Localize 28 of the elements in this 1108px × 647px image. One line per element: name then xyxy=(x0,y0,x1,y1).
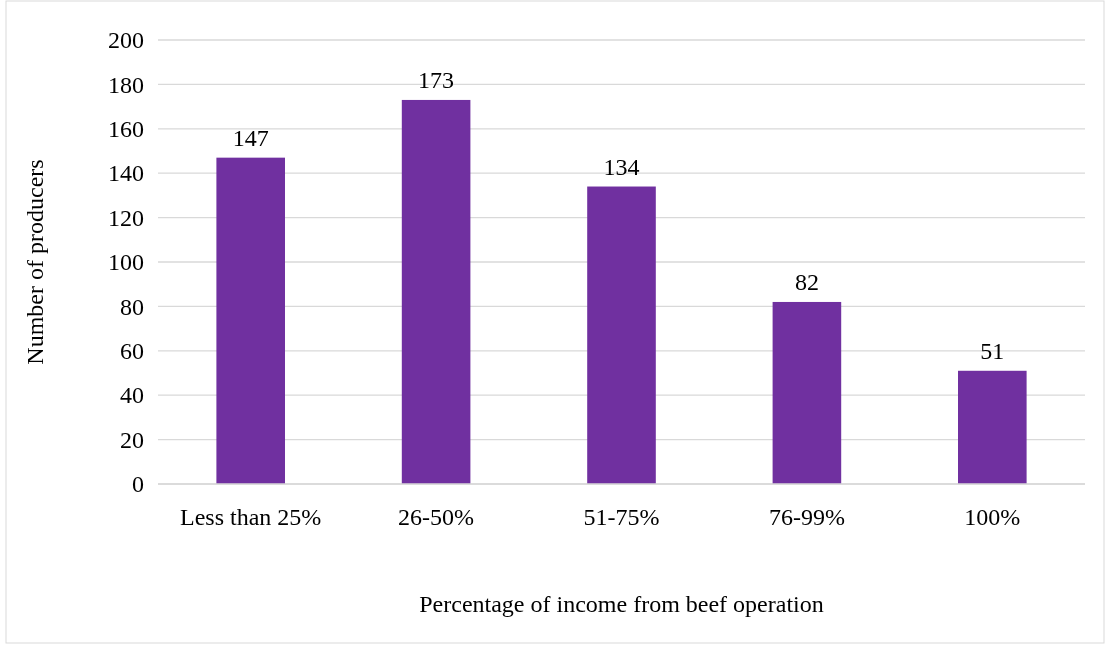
y-tick-label: 0 xyxy=(132,471,144,498)
y-tick-label: 160 xyxy=(108,115,144,142)
bar xyxy=(401,99,471,484)
bar xyxy=(772,301,842,484)
bar xyxy=(587,186,656,484)
y-tick-label: 140 xyxy=(108,160,144,187)
x-axis-title: Percentage of income from beef operation xyxy=(419,591,824,617)
x-tick-label: 76-99% xyxy=(768,504,845,530)
x-tick-label: Less than 25% xyxy=(180,504,322,530)
x-tick-label: 26-50% xyxy=(398,504,475,530)
y-tick-label: 40 xyxy=(120,382,144,409)
y-tick-label: 20 xyxy=(120,426,144,453)
data-label: 51 xyxy=(980,337,1005,364)
data-label: 82 xyxy=(794,268,819,295)
y-axis-title: Number of producers xyxy=(22,159,48,365)
y-tick-label: 200 xyxy=(108,27,144,54)
data-label: 173 xyxy=(418,66,455,93)
y-tick-label: 180 xyxy=(108,71,144,98)
y-tick-label: 80 xyxy=(120,293,144,320)
y-tick-label: 60 xyxy=(120,337,144,364)
x-tick-label: 51-75% xyxy=(583,504,660,530)
bar xyxy=(216,157,285,484)
bar xyxy=(958,370,1027,484)
data-label: 147 xyxy=(232,124,269,151)
x-tick-label: 100% xyxy=(964,504,1021,530)
data-label: 134 xyxy=(603,153,640,180)
y-tick-label: 120 xyxy=(108,204,144,231)
y-tick-label: 100 xyxy=(108,249,144,276)
